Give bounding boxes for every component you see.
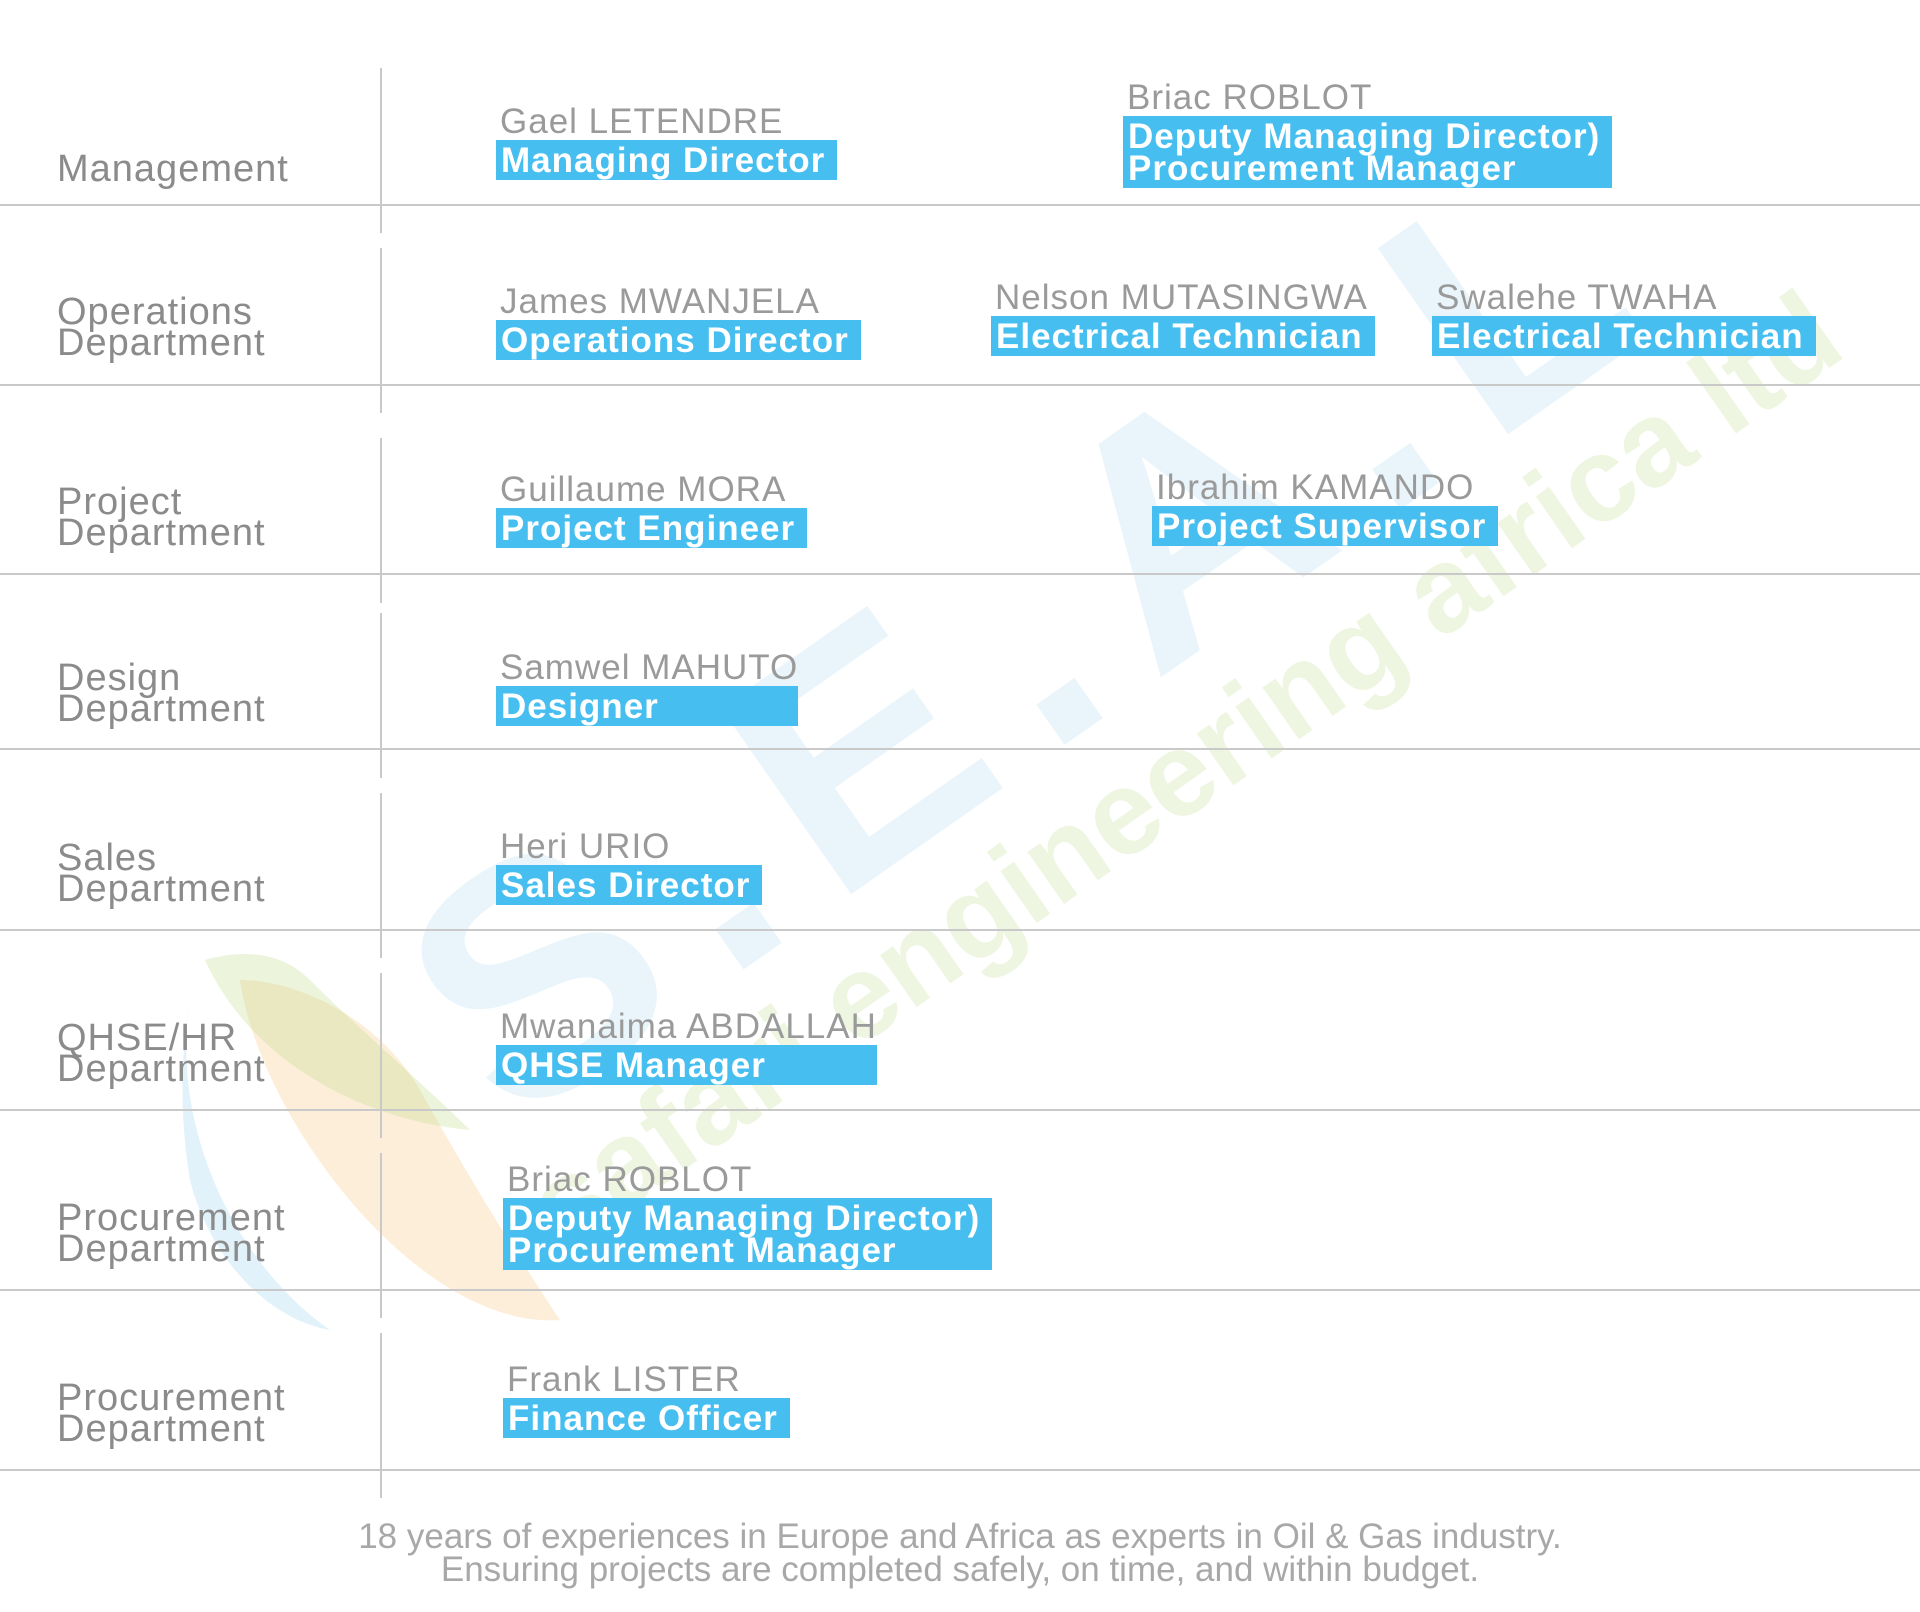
department-label: Procurement Department	[57, 1377, 357, 1450]
column-divider	[380, 1333, 382, 1498]
row-divider	[0, 1289, 1920, 1291]
person-card: Gael LETENDRE Managing Director	[496, 102, 838, 180]
footer-line-2: Ensuring projects are completed safely, …	[440, 1550, 1480, 1589]
person-name: Guillaume MORA	[500, 470, 787, 509]
person-role-badge: Project Supervisor	[1152, 506, 1499, 546]
column-divider	[380, 973, 382, 1138]
watermark-orange-drop	[240, 980, 560, 1321]
person-role-badge: QHSE Manager	[496, 1045, 877, 1085]
person-role-badge: Operations Director	[496, 320, 861, 360]
person-card: Guillaume MORA Project Engineer	[496, 470, 808, 548]
person-role-badge: Deputy Managing Director) Procurement Man…	[1123, 116, 1613, 188]
person-name: Gael LETENDRE	[500, 102, 784, 141]
column-divider	[380, 438, 382, 603]
person-role-line: Electrical Technician	[1437, 317, 1804, 356]
person-role-badge: Electrical Technician	[1432, 316, 1816, 356]
person-role-badge: Electrical Technician	[991, 316, 1375, 356]
department-label-line: Department	[57, 512, 266, 554]
person-name: James MWANJELA	[500, 282, 820, 321]
department-label: Operations Department	[57, 291, 357, 364]
department-label-line: Department	[57, 688, 266, 730]
person-role-line: Procurement Manager	[508, 1231, 897, 1270]
row-divider	[0, 573, 1920, 575]
department-label: Sales Department	[57, 837, 357, 910]
person-card: Swalehe TWAHA Electrical Technician	[1432, 280, 1816, 356]
department-label-line: QHSE/HR	[57, 1017, 238, 1059]
department-label-line: Management	[57, 148, 289, 190]
person-name: Heri URIO	[500, 827, 671, 866]
department-label: QHSE/HR Department	[57, 1017, 357, 1090]
person-role-badge: Project Engineer	[496, 508, 808, 548]
person-name: Mwanaima ABDALLAH	[500, 1007, 877, 1046]
department-label-line: Department	[57, 868, 266, 910]
person-role-line: Sales Director	[501, 866, 751, 905]
person-role-line: Finance Officer	[508, 1399, 778, 1438]
department-label-line: Design	[57, 657, 182, 699]
person-card: Mwanaima ABDALLAH QHSE Manager	[496, 1009, 877, 1085]
person-card: Briac ROBLOT Deputy Managing Director) Pro…	[503, 1160, 993, 1270]
person-name: Briac ROBLOT	[1127, 78, 1373, 117]
department-label: Procurement Department	[57, 1197, 357, 1270]
row-divider	[0, 384, 1920, 386]
person-role-badge: Deputy Managing Director) Procurement Man…	[503, 1198, 993, 1270]
department-label: Design Department	[57, 657, 357, 730]
person-role-line: Operations Director	[501, 321, 849, 360]
person-name: Samwel MAHUTO	[500, 648, 799, 687]
person-card: Nelson MUTASINGWA Electrical Technician	[991, 280, 1375, 356]
column-divider	[380, 793, 382, 958]
department-label-line: Department	[57, 1228, 266, 1270]
department-label-line: Sales	[57, 837, 158, 879]
department-label-line: Department	[57, 1048, 266, 1090]
column-divider	[380, 1153, 382, 1318]
row-divider	[0, 204, 1920, 206]
person-card: Briac ROBLOT Deputy Managing Director) Pro…	[1123, 78, 1613, 188]
footer-line-1: 18 years of experiences in Europe and Af…	[358, 1517, 1562, 1556]
person-name: Briac ROBLOT	[507, 1160, 753, 1199]
person-role-badge: Designer	[496, 686, 799, 726]
person-role-line: Electrical Technician	[996, 317, 1363, 356]
department-label-line: Department	[57, 322, 266, 364]
watermark-green-drop	[205, 954, 470, 1130]
row-divider	[0, 1109, 1920, 1111]
person-name: Frank LISTER	[507, 1360, 741, 1399]
department-label: Project Department	[57, 481, 357, 554]
person-role-badge: Finance Officer	[503, 1398, 790, 1438]
column-divider	[380, 248, 382, 413]
department-label: Management	[57, 148, 357, 190]
person-card: James MWANJELA Operations Director	[496, 284, 861, 360]
person-card: Samwel MAHUTO Designer	[496, 648, 799, 726]
row-divider	[0, 1469, 1920, 1471]
person-role-line: QHSE Manager	[501, 1046, 766, 1085]
watermark-blue-drop	[182, 1000, 330, 1330]
person-role-line: Project Engineer	[501, 509, 796, 548]
row-divider	[0, 929, 1920, 931]
person-name: Ibrahim KAMANDO	[1156, 468, 1475, 507]
person-role-line: Designer	[501, 687, 659, 726]
person-role-badge: Managing Director	[496, 140, 838, 180]
person-card: Ibrahim KAMANDO Project Supervisor	[1152, 468, 1499, 546]
person-name: Nelson MUTASINGWA	[995, 278, 1368, 317]
person-role-line: Procurement Manager	[1128, 149, 1517, 188]
department-label-line: Department	[57, 1408, 266, 1450]
person-role-line: Project Supervisor	[1157, 507, 1487, 546]
person-role-line: Deputy Managing Director)	[1128, 117, 1601, 156]
department-label-line: Procurement	[57, 1197, 286, 1239]
row-divider	[0, 748, 1920, 750]
person-role-badge: Sales Director	[496, 865, 763, 905]
person-card: Heri URIO Sales Director	[496, 827, 763, 905]
person-role-line: Deputy Managing Director)	[508, 1199, 981, 1238]
person-role-line: Managing Director	[501, 141, 826, 180]
column-divider	[380, 613, 382, 778]
department-label-line: Operations	[57, 291, 253, 333]
department-label-line: Project	[57, 481, 183, 523]
person-card: Frank LISTER Finance Officer	[503, 1362, 790, 1438]
column-divider	[380, 68, 382, 233]
department-label-line: Procurement	[57, 1377, 286, 1419]
person-name: Swalehe TWAHA	[1436, 278, 1718, 317]
footer-tagline: 18 years of experiences in Europe and Af…	[0, 1517, 1920, 1589]
